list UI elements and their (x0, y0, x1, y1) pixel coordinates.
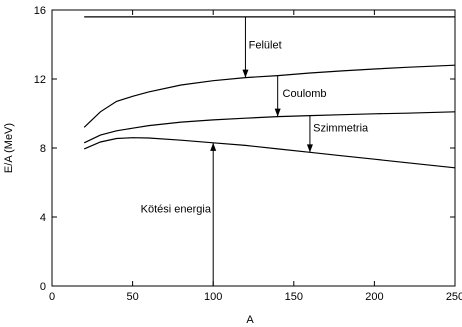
annotation-label: Szimmetria (313, 122, 369, 134)
plot-lines (83, 16, 456, 169)
x-tick-label: 250 (446, 291, 462, 303)
x-tick-label: 0 (49, 291, 55, 303)
x-tick-label: 200 (365, 291, 383, 303)
annotation-label: Kötési energia (141, 203, 212, 215)
annotation-label: Coulomb (283, 88, 327, 100)
annotation-arrowhead (210, 142, 217, 151)
series-line-3 (83, 111, 456, 144)
y-tick-label: 0 (40, 281, 46, 293)
y-tick-label: 16 (34, 5, 46, 17)
series-line-4 (83, 137, 456, 169)
plot-axes: 0 50 100 150 200 250 0 4 8 12 16 (34, 5, 462, 303)
y-tick-label: 12 (34, 74, 46, 86)
annotation-arrowhead (306, 144, 313, 153)
x-tick-label: 100 (204, 291, 222, 303)
annotation-arrowhead (274, 108, 281, 117)
y-axis-label: E/A (MeV) (3, 123, 15, 173)
annotation-arrowhead (242, 69, 249, 78)
y-tick-label: 8 (40, 143, 46, 155)
series-line-2 (83, 64, 456, 128)
x-axis-label: A (246, 314, 254, 326)
x-tick-label: 50 (126, 291, 138, 303)
y-tick-label: 4 (40, 212, 46, 224)
plot-annotations: Felület Coulomb Szimmetria Kötési energia (141, 16, 369, 286)
x-tick-label: 150 (285, 291, 303, 303)
annotation-label: Felület (249, 40, 282, 52)
